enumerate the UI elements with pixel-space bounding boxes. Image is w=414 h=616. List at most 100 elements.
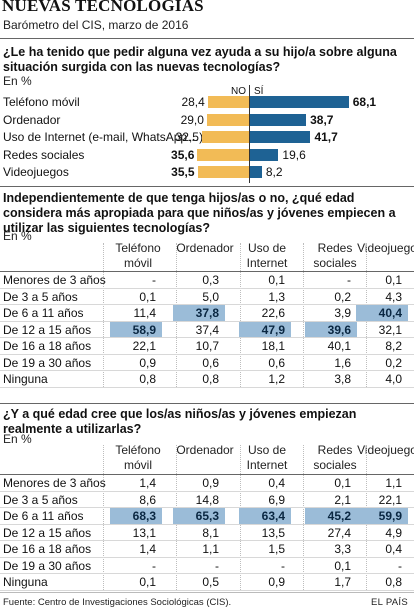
table-row: Ninguna 0,1 0,5 0,9 1,7 0,8: [0, 574, 414, 591]
table-cell: 0,8: [139, 372, 156, 386]
table-cell: 0,4: [268, 476, 285, 490]
table-cell: 0,1: [139, 575, 156, 589]
table-cell: 1,1: [202, 542, 219, 556]
bar-si: [250, 166, 262, 178]
table-cell-highlight: 45,2: [305, 508, 357, 524]
row-label: Ninguna: [3, 575, 48, 589]
bar-no-value: 35,6: [171, 147, 195, 162]
table-cell: -: [347, 273, 351, 287]
table-row: De 16 a 18 años 22,1 10,7 18,1 40,1 8,2: [0, 338, 414, 355]
column-header: Teléfono móvil: [115, 241, 161, 270]
bar-no-value: 29,0: [180, 112, 204, 127]
header-line: [0, 271, 414, 272]
table-cell-highlight: 65,3: [173, 508, 225, 524]
bar-si-value: 19,6: [282, 147, 306, 162]
table-cell: 5,0: [202, 289, 219, 304]
bar-axis: [249, 85, 250, 183]
table-cell: 0,4: [385, 542, 402, 556]
table-cell: 0,9: [268, 575, 285, 589]
table-row: Menores de 3 años - 0,3 0,1 - 0,1: [0, 272, 414, 289]
table-row: De 3 a 5 años 8,6 14,8 6,9 2,1 22,1: [0, 492, 414, 509]
table-cell: 32,1: [378, 322, 402, 337]
column-header: Teléfono móvil: [115, 443, 161, 472]
row-line: [0, 589, 414, 591]
table-cell: 0,2: [385, 355, 402, 370]
row-line: [0, 556, 414, 558]
bar-no: [201, 131, 249, 143]
table-cell: 4,3: [385, 289, 402, 304]
column-header: Uso de Internet: [246, 443, 288, 472]
table-cell: 4,0: [385, 372, 402, 386]
row-label: De 3 a 5 años: [3, 289, 78, 304]
table-cell: 8,6: [139, 492, 156, 507]
table-cell: -: [398, 558, 402, 573]
table-cell: 0,1: [139, 289, 156, 304]
table2-unit: En %: [3, 432, 32, 446]
bar-no-value: 35,5: [171, 165, 195, 179]
table-cell: 1,1: [385, 476, 402, 490]
table-cell: 10,7: [195, 339, 219, 353]
bar-si: [250, 113, 307, 126]
table1-question: Independientemente de que tenga hijos/as…: [3, 191, 396, 235]
row-line: [0, 287, 414, 289]
table-cell: 0,1: [385, 273, 402, 287]
row-line: [0, 370, 414, 371]
bar-no: [207, 96, 249, 108]
table-cell: 1,4: [139, 542, 156, 556]
legend-no: NO: [231, 86, 246, 97]
row-label: De 12 a 15 años: [3, 322, 92, 337]
table-row: De 3 a 5 años 0,1 5,0 1,3 0,2 4,3: [0, 289, 414, 306]
bar-no: [197, 148, 249, 161]
column-header: Redes sociales: [313, 241, 357, 270]
table-cell-highlight: 68,3: [110, 508, 162, 524]
row-line: [0, 304, 414, 305]
table-cell: 13,5: [261, 525, 285, 540]
table-cell: 0,5: [202, 575, 219, 589]
row-label: De 19 a 30 años: [3, 558, 92, 573]
chart1-unit: En %: [3, 74, 32, 88]
table-row: De 12 a 15 años 58,9 37,4 47,9 39,6 32,1: [0, 321, 414, 339]
page-title: NUEVAS TECNOLOGÍAS: [2, 0, 204, 15]
table-cell: -: [152, 558, 156, 573]
table-cell: 0,8: [202, 372, 219, 386]
row-label: De 12 a 15 años: [3, 525, 92, 540]
bar-no: [197, 166, 249, 178]
divider: [0, 186, 414, 187]
table-cell: 0,6: [202, 355, 219, 370]
table-cell: 0,9: [139, 355, 156, 370]
row-label: Menores de 3 años: [3, 476, 106, 490]
table-cell-highlight: 58,9: [110, 321, 162, 338]
table-cell: 3,3: [334, 542, 351, 556]
bar-category-label: Teléfono móvil: [3, 95, 80, 109]
table-cell: 0,1: [334, 558, 351, 573]
table-cell: 22,1: [132, 339, 156, 353]
table-row: De 16 a 18 años 1,4 1,1 1,5 3,3 0,4: [0, 541, 414, 558]
row-label: De 19 a 30 años: [3, 355, 92, 370]
row-line: [0, 490, 414, 492]
source-note: Fuente: Centro de Investigaciones Sociol…: [3, 597, 232, 608]
bar-si: [250, 131, 311, 143]
bar-category-label: Uso de Internet (e-mail, WhatsApp…): [3, 130, 204, 144]
table-cell: 14,8: [195, 492, 219, 507]
table-row: De 6 a 11 años 11,4 37,8 22,6 3,9 40,4: [0, 305, 414, 322]
table-cell-highlight: 47,9: [239, 321, 291, 338]
divider: [0, 403, 414, 404]
column-separator: [240, 243, 241, 387]
table-cell: 0,9: [202, 476, 219, 490]
table-cell-highlight: 39,6: [305, 321, 357, 338]
table-row: De 19 a 30 años - - - 0,1 -: [0, 558, 414, 575]
row-label: De 16 a 18 años: [3, 542, 92, 556]
table-cell: 6,9: [268, 492, 285, 507]
bar-si-value: 38,7: [310, 112, 334, 127]
row-label: Ninguna: [3, 372, 48, 386]
table-cell: 1,2: [268, 372, 285, 386]
row-label: De 16 a 18 años: [3, 339, 92, 353]
column-header: Redes sociales: [313, 443, 357, 472]
header-line: [0, 474, 414, 475]
row-label: De 6 a 11 años: [3, 306, 84, 320]
row-line: [0, 320, 414, 322]
table-cell: 1,5: [268, 542, 285, 556]
table-cell: 37,4: [195, 322, 219, 337]
table-cell: -: [281, 558, 285, 573]
table-cell: -: [215, 558, 219, 573]
